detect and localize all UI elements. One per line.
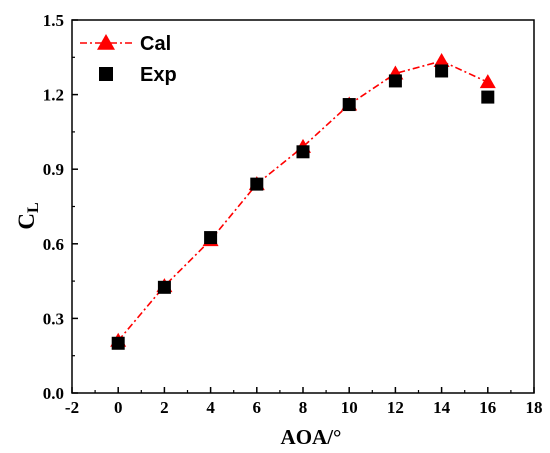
- legend-cal-label: Cal: [140, 33, 171, 55]
- legend-exp-marker: [99, 67, 113, 81]
- series-exp-point: [204, 231, 218, 245]
- y-axis-title: CL: [14, 202, 42, 229]
- series-exp-point: [342, 98, 356, 112]
- series-exp-point: [157, 280, 171, 294]
- x-tick-label: 16: [479, 398, 496, 417]
- x-tick-label: 14: [433, 398, 451, 417]
- y-tick-label: 0.3: [43, 309, 64, 328]
- y-tick-label: 0.9: [43, 160, 64, 179]
- legend-cal-marker: [97, 34, 115, 50]
- series-exp-point: [388, 74, 402, 88]
- series-exp-point: [435, 64, 449, 78]
- x-tick-label: -2: [65, 398, 79, 417]
- series-layer: [110, 53, 496, 350]
- x-tick-label: 10: [341, 398, 358, 417]
- x-tick-label: 2: [160, 398, 169, 417]
- axis-tick-labels: -2 0 2 4 6 8 10 12 14 16 18 0.0 0.3 0.6 0.9 1.2 1.5: [43, 11, 543, 417]
- x-tick-label: 8: [299, 398, 308, 417]
- x-tick-label: 12: [387, 398, 404, 417]
- x-tick-label: 18: [526, 398, 543, 417]
- y-tick-label: 0.6: [43, 235, 64, 254]
- series-exp-point: [250, 177, 264, 191]
- series-exp-point: [296, 145, 310, 159]
- y-axis-title-main: C: [14, 213, 39, 230]
- y-axis-title-subscript: L: [25, 202, 42, 213]
- legend: Cal Exp: [80, 33, 177, 86]
- legend-exp-label: Exp: [140, 64, 177, 86]
- series-cal-point: [479, 74, 496, 89]
- x-tick-label: 0: [114, 398, 123, 417]
- x-tick-label: 4: [206, 398, 215, 417]
- x-axis-title: AOA/°: [281, 425, 342, 449]
- x-tick-label: 6: [253, 398, 262, 417]
- y-tick-label: 0.0: [43, 384, 64, 403]
- series-cal-point: [433, 53, 450, 68]
- series-exp-point: [481, 90, 495, 104]
- y-tick-label: 1.5: [43, 11, 64, 30]
- series-cal-line: [117, 60, 489, 342]
- axis-ticks: [71, 19, 535, 394]
- y-tick-label: 1.2: [43, 86, 64, 105]
- series-exp-point: [111, 336, 125, 350]
